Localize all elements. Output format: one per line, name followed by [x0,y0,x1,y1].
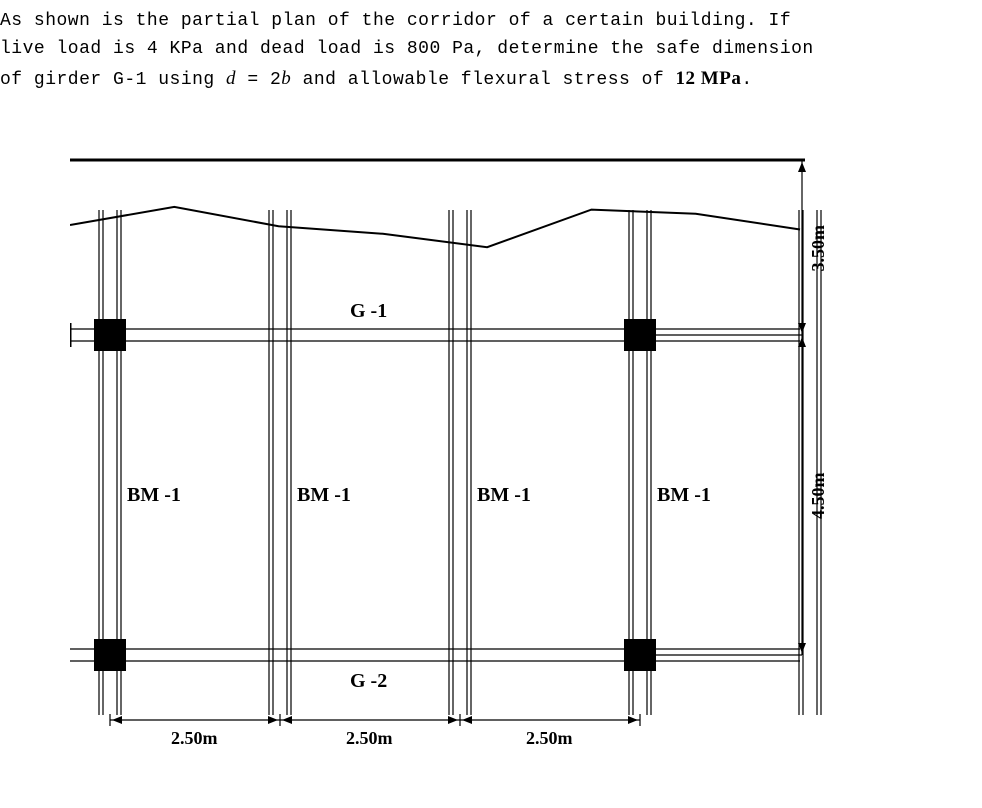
eq-mid: = 2 [236,70,281,90]
svg-text:G -2: G -2 [350,670,387,692]
svg-text:BM -1: BM -1 [297,484,351,506]
problem-line3b: and allowable flexural stress of [291,70,675,90]
problem-line2: live load is 4 KPa and dead load is 800 … [0,39,814,59]
svg-text:2.50m: 2.50m [171,728,218,748]
problem-line3end: . [741,70,752,90]
svg-text:BM -1: BM -1 [477,484,531,506]
eq-rhs: b [281,68,291,89]
svg-text:G -1: G -1 [350,300,387,322]
svg-text:3.50m: 3.50m [808,225,828,272]
svg-text:4.50m: 4.50m [808,472,828,519]
svg-text:BM -1: BM -1 [657,484,711,506]
plan-diagram: G -1 G -2 BM -1 BM -1 BM -1 BM -1 2.50m 2.50m 2.… [70,155,982,761]
eq-lhs: d [226,68,236,89]
svg-text:2.50m: 2.50m [526,728,573,748]
problem-statement: As shown is the partial plan of the corr… [0,0,982,95]
problem-line3a: of girder G-1 using [0,70,226,90]
stress-val: 12 MPa [676,68,742,89]
svg-text:2.50m: 2.50m [346,728,393,748]
problem-line1: As shown is the partial plan of the corr… [0,11,791,31]
svg-text:BM -1: BM -1 [127,484,181,506]
